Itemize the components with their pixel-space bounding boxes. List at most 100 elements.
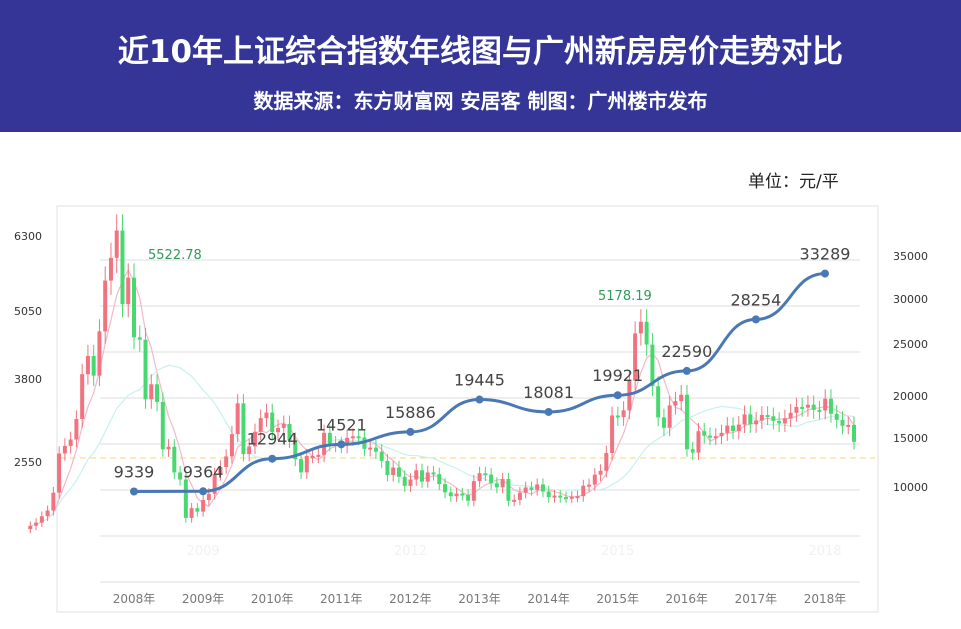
right-axis-tick: 35000 <box>893 250 928 263</box>
left-axis-tick: 2550 <box>14 456 42 469</box>
candle <box>765 415 770 418</box>
candle <box>137 337 142 340</box>
price-point <box>751 315 760 324</box>
peak-label-2015: 5178.19 <box>598 289 652 304</box>
candle <box>494 483 499 488</box>
candle <box>74 418 79 440</box>
candle <box>276 427 280 433</box>
price-point <box>821 269 829 278</box>
price-data-label: 22590 <box>661 342 712 361</box>
candle <box>443 484 448 493</box>
candle <box>846 424 851 427</box>
candle <box>684 394 689 450</box>
price-data-label: 15886 <box>385 403 436 422</box>
candle <box>45 510 50 517</box>
candle <box>759 415 764 421</box>
left-axis-tick: 3800 <box>14 373 42 386</box>
price-data-label: 12944 <box>247 430 298 449</box>
x-axis-tick: 2009年 <box>182 592 225 606</box>
candle <box>28 525 33 530</box>
candle <box>828 398 833 414</box>
candle <box>702 431 707 436</box>
candle <box>852 424 856 442</box>
candle <box>224 456 229 467</box>
candle <box>373 447 378 452</box>
candle <box>183 479 188 518</box>
candle <box>731 425 736 432</box>
price-point <box>268 454 277 463</box>
price-point <box>475 395 484 404</box>
candle <box>350 436 355 439</box>
candle <box>448 492 453 497</box>
candle <box>673 401 678 406</box>
candle <box>777 420 782 424</box>
price-data-label: 9339 <box>114 463 155 482</box>
candle <box>708 435 712 438</box>
candle <box>206 493 211 501</box>
candle <box>91 355 96 376</box>
candle <box>264 412 269 419</box>
chart-title: 近10年上证综合指数年线图与广州新房房价走势对比 <box>117 34 844 70</box>
x-axis-tick: 2014年 <box>527 592 570 606</box>
candle <box>287 423 292 441</box>
candle <box>172 446 177 473</box>
candle <box>402 476 407 486</box>
candle <box>299 459 304 473</box>
candle <box>523 487 528 493</box>
candle <box>241 403 246 455</box>
price-data-label: 19445 <box>454 371 505 390</box>
candle <box>650 344 655 387</box>
x-axis-tick: 2015年 <box>596 592 639 606</box>
candle <box>771 416 776 421</box>
candle <box>149 384 154 400</box>
price-data-label: 19921 <box>592 366 643 385</box>
candle <box>558 495 563 498</box>
price-point <box>130 487 138 496</box>
candle <box>564 497 568 500</box>
candle <box>178 472 183 480</box>
candle <box>103 280 108 332</box>
candle <box>633 333 638 381</box>
candle <box>477 473 482 482</box>
candle <box>68 439 73 446</box>
candle <box>57 453 62 493</box>
candle <box>713 436 718 439</box>
candle <box>471 481 476 501</box>
price-point <box>682 366 691 375</box>
candle <box>800 406 805 409</box>
right-axis-tick: 25000 <box>893 338 928 351</box>
candle <box>581 485 586 497</box>
candle <box>512 499 517 502</box>
candle <box>258 418 263 432</box>
right-axis-tick: 15000 <box>893 432 928 445</box>
candle <box>454 493 459 497</box>
candle <box>696 431 701 453</box>
candle <box>719 432 724 437</box>
ma-long-line <box>30 364 855 527</box>
left-axis-tick: 5050 <box>14 305 42 318</box>
price-data-label: 18081 <box>523 383 574 402</box>
price-point <box>199 487 208 496</box>
candle <box>51 492 56 511</box>
candle <box>788 412 793 419</box>
candle <box>569 496 574 499</box>
candle <box>817 409 822 412</box>
candle <box>621 410 626 418</box>
candle <box>379 451 384 461</box>
candle <box>62 445 67 454</box>
candle <box>85 355 90 375</box>
candle <box>408 479 413 486</box>
candle <box>368 447 373 450</box>
candle <box>644 321 649 345</box>
candle <box>587 484 592 487</box>
x-axis-tick: 2013年 <box>458 592 501 606</box>
price-point <box>613 391 622 400</box>
candle <box>667 405 672 428</box>
right-axis-tick: 30000 <box>893 293 928 306</box>
candle <box>656 386 661 418</box>
candle <box>517 492 522 500</box>
x-axis-tick: 2018年 <box>804 592 847 606</box>
candle <box>575 496 580 499</box>
candle <box>310 456 315 459</box>
candle <box>500 479 505 488</box>
